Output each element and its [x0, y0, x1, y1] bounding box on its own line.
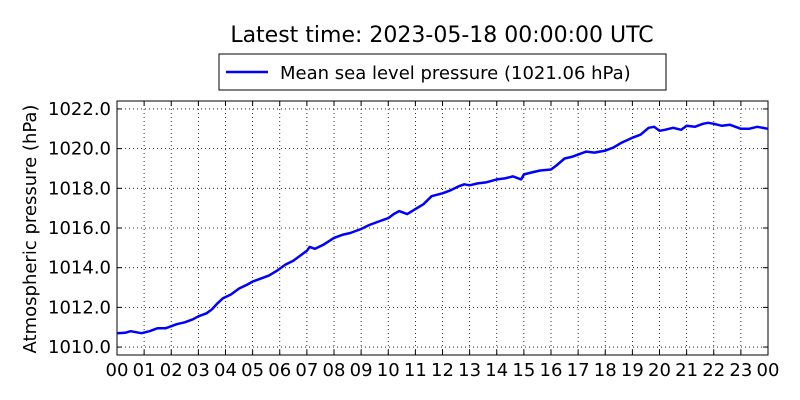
x-tick-label: 05 — [241, 360, 264, 381]
x-tick-label: 23 — [729, 360, 752, 381]
x-tick-label: 16 — [540, 360, 563, 381]
legend-label: Mean sea level pressure (1021.06 hPa) — [280, 63, 631, 84]
x-tick-label: 18 — [594, 360, 617, 381]
plot-area — [116, 100, 769, 356]
series-line-mean-sea-level-pressure — [116, 121, 769, 335]
x-tick-label: 15 — [512, 360, 535, 381]
y-tick-label: 1014.0 — [48, 258, 111, 279]
x-tick-label: 00 — [757, 360, 780, 381]
axis-ticks — [116, 101, 769, 355]
x-tick-label: 01 — [133, 360, 156, 381]
y-axis-tick-labels: 1010.0 1012.0 1014.0 1016.0 1018.0 1020.0 1022… — [48, 99, 111, 358]
x-tick-label: 02 — [160, 360, 183, 381]
y-tick-label: 1010.0 — [48, 337, 111, 358]
x-tick-label: 13 — [458, 360, 481, 381]
x-tick-label: 20 — [648, 360, 671, 381]
x-tick-label: 08 — [323, 360, 346, 381]
y-tick-label: 1018.0 — [48, 178, 111, 199]
y-tick-label: 1020.0 — [48, 139, 111, 160]
x-tick-label: 04 — [214, 360, 237, 381]
x-tick-label: 00 — [106, 360, 129, 381]
x-tick-label: 14 — [485, 360, 508, 381]
x-tick-label: 11 — [404, 360, 427, 381]
x-tick-label: 07 — [295, 360, 318, 381]
x-tick-label: 10 — [377, 360, 400, 381]
x-tick-label: 17 — [567, 360, 590, 381]
x-tick-label: 06 — [268, 360, 291, 381]
y-tick-label: 1022.0 — [48, 99, 111, 120]
y-tick-label: 1016.0 — [48, 218, 111, 239]
x-tick-label: 19 — [621, 360, 644, 381]
x-tick-label: 21 — [675, 360, 698, 381]
legend: Mean sea level pressure (1021.06 hPa) — [218, 53, 667, 91]
x-tick-label: 03 — [187, 360, 210, 381]
x-tick-label: 22 — [702, 360, 725, 381]
x-axis-tick-labels: 00 01 02 03 04 05 06 07 08 09 10 11 12 13 14 15 16 17 18 19… — [106, 360, 780, 381]
y-tick-label: 1012.0 — [48, 297, 111, 318]
x-tick-label: 09 — [350, 360, 373, 381]
legend-box — [218, 53, 667, 91]
x-tick-label: 12 — [431, 360, 454, 381]
chart-title: Latest time: 2023-05-18 00:00:00 UTC — [230, 23, 653, 48]
y-axis-label: Atmospheric pressure (hPa) — [20, 105, 41, 354]
grid — [117, 101, 768, 355]
